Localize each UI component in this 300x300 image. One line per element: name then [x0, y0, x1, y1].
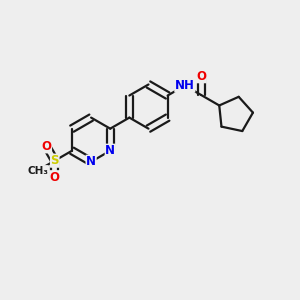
- Text: O: O: [196, 70, 206, 83]
- Text: N: N: [86, 155, 96, 168]
- Text: CH₃: CH₃: [27, 166, 48, 176]
- Text: O: O: [50, 171, 60, 184]
- Text: N: N: [105, 144, 115, 157]
- Text: NH: NH: [175, 79, 195, 92]
- Text: S: S: [50, 154, 59, 167]
- Text: O: O: [41, 140, 52, 153]
